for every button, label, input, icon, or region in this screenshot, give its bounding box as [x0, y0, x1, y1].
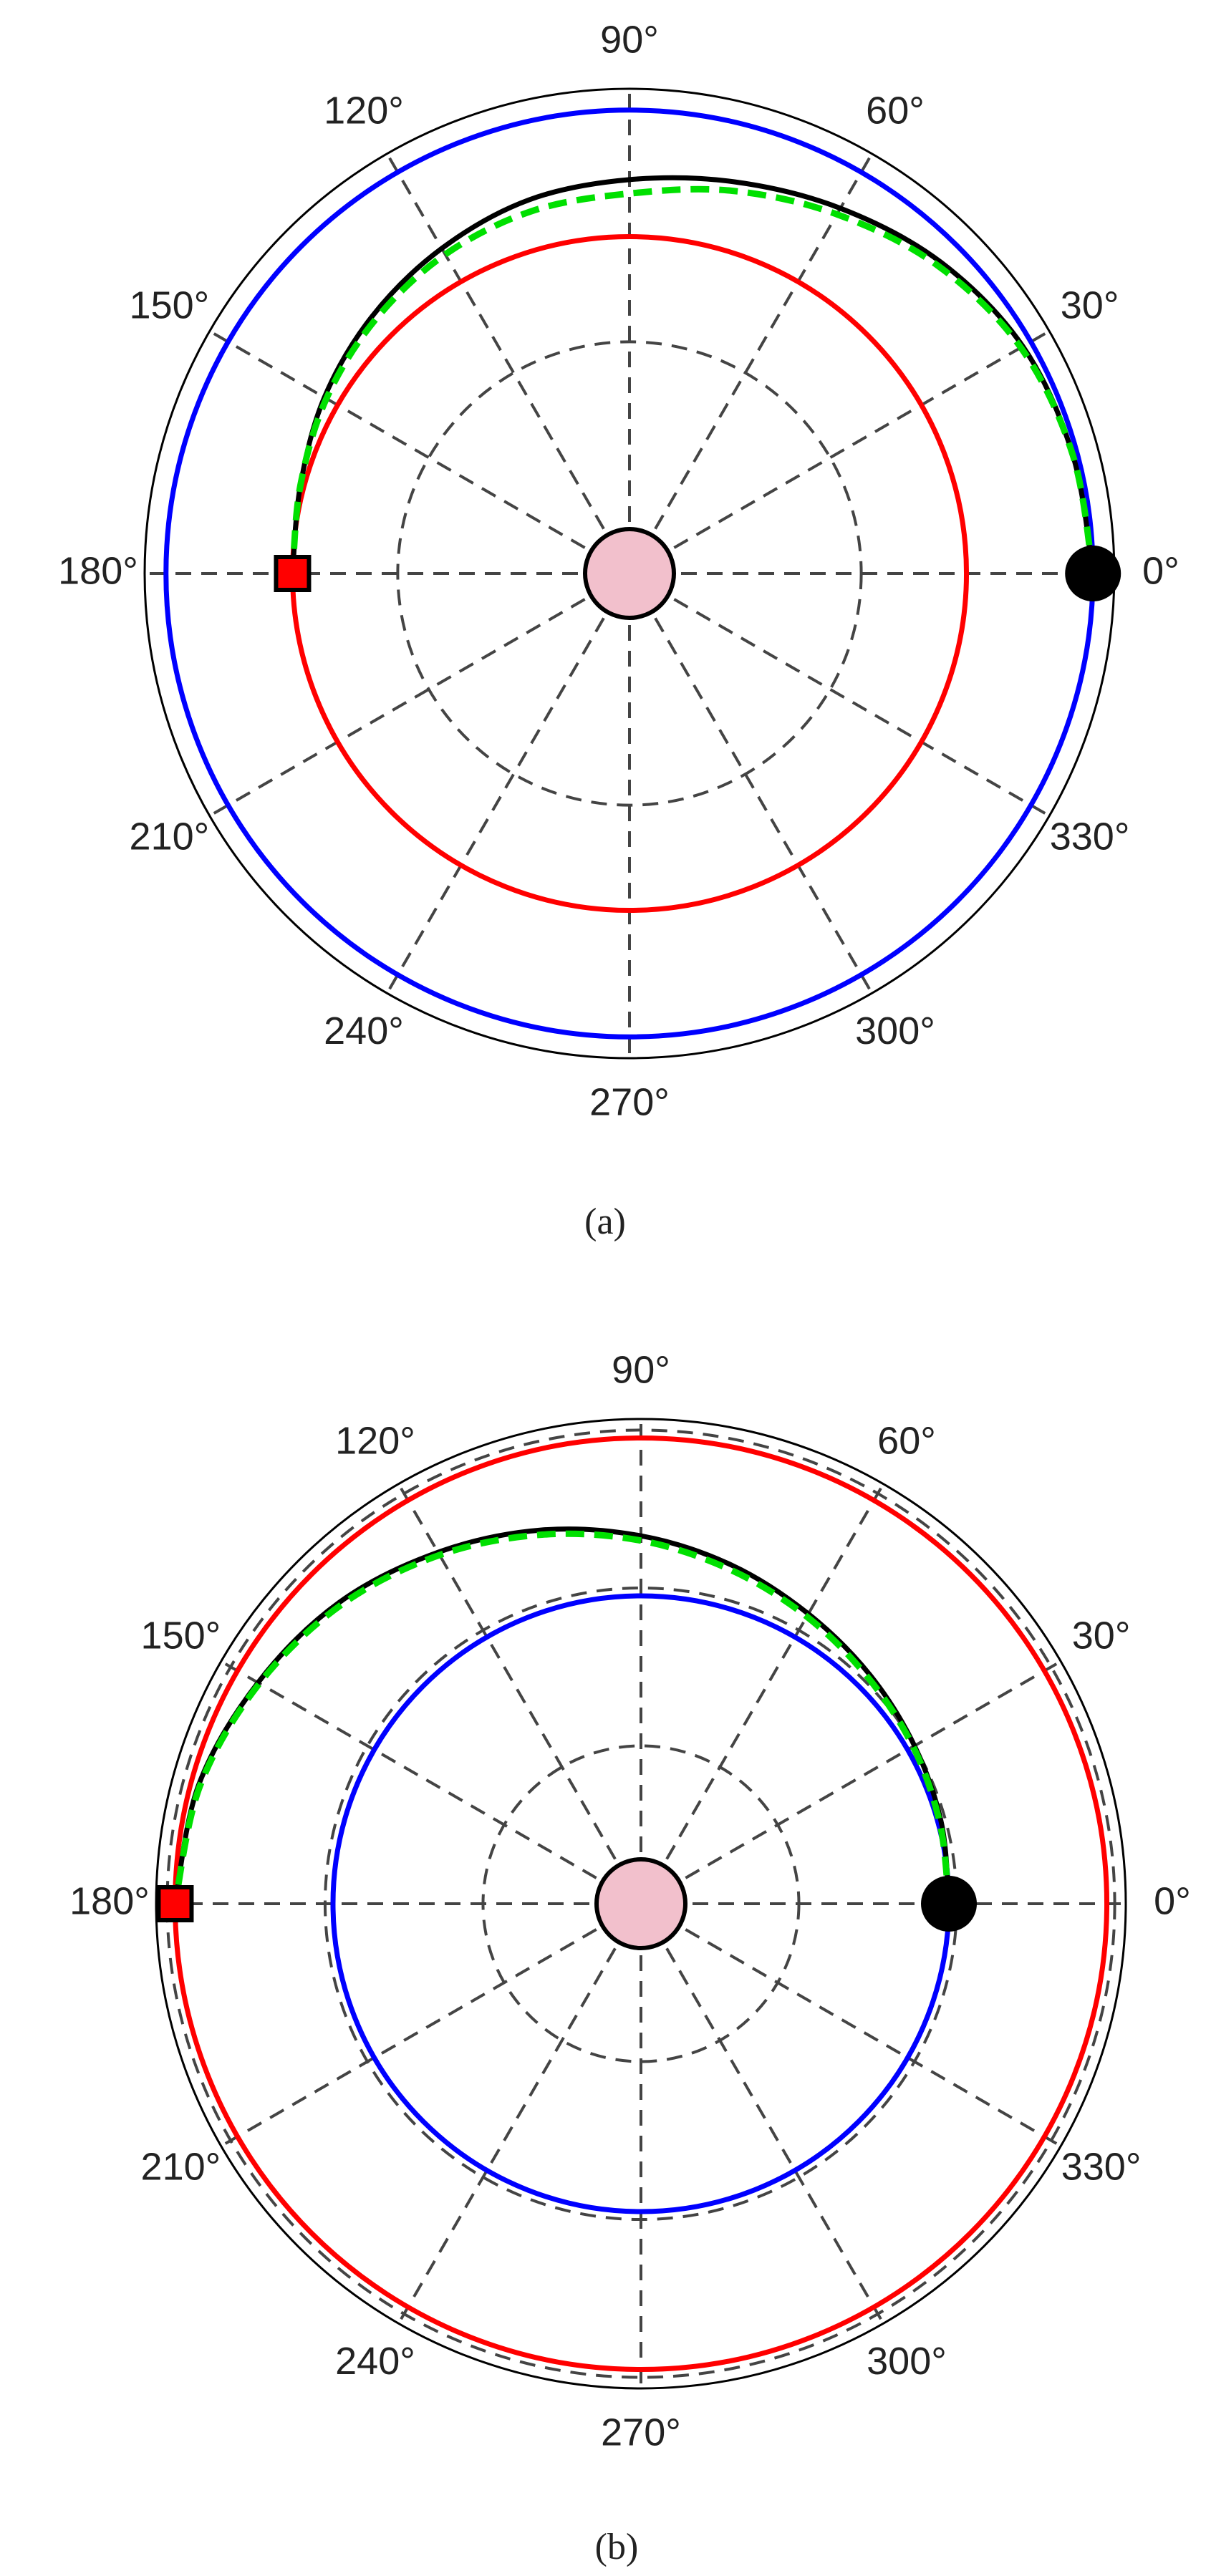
grid-spoke — [628, 572, 874, 994]
theta-tick-label: 150° — [141, 1614, 221, 1657]
theta-tick-label: 150° — [130, 284, 210, 326]
grid-spoke — [640, 1902, 1062, 2148]
reference-trajectory — [289, 185, 1096, 574]
theta-tick-label: 300° — [867, 2340, 947, 2383]
theta-tick-label: 30° — [1061, 284, 1119, 326]
theta-tick-label: 240° — [324, 1009, 404, 1052]
grid-spoke — [208, 329, 631, 575]
theta-tick-label: 180° — [58, 549, 138, 592]
grid-spoke — [385, 152, 631, 575]
theta-tick-label: 300° — [855, 1009, 935, 1052]
theta-tick-label: 210° — [130, 815, 210, 858]
theta-tick-label: 180° — [69, 1879, 150, 1922]
grid-spoke — [208, 572, 631, 818]
grid-spoke — [640, 1903, 885, 2325]
theta-tick-label: 270° — [601, 2411, 681, 2454]
end-marker — [156, 1885, 194, 1922]
end-marker — [274, 555, 312, 592]
theta-tick-label: 90° — [612, 1348, 670, 1391]
grid-spoke — [385, 572, 631, 994]
caption: (b) — [595, 2527, 639, 2567]
theta-tick-label: 90° — [600, 18, 659, 61]
reference-trajectory — [172, 1530, 952, 1904]
theta-tick-label: 120° — [324, 89, 404, 132]
theta-tick-label: 240° — [335, 2340, 415, 2383]
grid-spoke — [628, 572, 1051, 818]
theta-tick-label: 60° — [877, 1420, 936, 1463]
theta-tick-label: 330° — [1061, 2145, 1142, 2188]
central-body — [594, 1857, 687, 1950]
grid-spoke — [640, 1660, 1062, 1905]
central-body — [583, 527, 676, 620]
theta-tick-label: 0° — [1142, 549, 1179, 592]
grid-spoke — [397, 1903, 642, 2325]
caption: (a) — [584, 1201, 626, 1242]
polar-frame — [155, 1418, 1127, 2390]
grid-spoke — [220, 1660, 642, 1905]
theta-tick-label: 210° — [141, 2145, 221, 2188]
theta-tick-label: 330° — [1050, 815, 1130, 858]
polar-chart: 0° 30° 60° 90° 120° 150° 180° 210° 240° 270° 300° 3… — [69, 1348, 1191, 2567]
start-marker — [1065, 546, 1121, 601]
grid-spoke — [397, 1483, 642, 1904]
start-marker — [921, 1876, 978, 1932]
grid-spoke — [640, 1483, 885, 1904]
grid-spoke — [628, 152, 874, 575]
theta-tick-label: 30° — [1072, 1614, 1131, 1657]
grid-ring — [396, 340, 863, 807]
theta-tick-label: 60° — [866, 89, 925, 132]
theta-tick-label: 0° — [1154, 1879, 1191, 1922]
theta-tick-label: 270° — [589, 1080, 670, 1123]
polar-chart: 0° 30° 60° 90° 120° 150° 180° 210° 240° 270° 300° 3… — [58, 18, 1179, 1242]
theta-tick-label: 120° — [335, 1420, 415, 1463]
grid-spoke — [628, 329, 1051, 575]
grid-spoke — [220, 1902, 642, 2148]
